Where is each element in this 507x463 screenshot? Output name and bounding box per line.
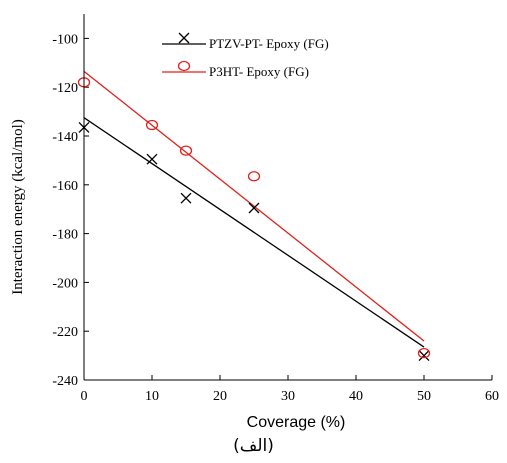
- marker-stroke: [178, 32, 190, 44]
- x-tick-label: 0: [81, 389, 88, 404]
- fit-line-p3ht: [83, 70, 425, 342]
- legend-label: PTZV-PT- Epoxy (FG): [209, 36, 329, 51]
- x-tick-label: 50: [417, 389, 431, 404]
- legend-item-p3ht: P3HT- Epoxy (FG): [162, 60, 309, 79]
- data-point-p3ht: [179, 145, 193, 156]
- legend-marker: [178, 32, 190, 44]
- data-point-p3ht: [247, 171, 261, 182]
- tick-labels: 0 10 20 30 40 50 60 -240 -220 -200 -180 -160 -140 -12…: [52, 32, 499, 404]
- data-point-p3ht: [417, 348, 431, 359]
- y-tick-label: -200: [52, 276, 78, 291]
- fit-line-ptzv: [83, 117, 425, 348]
- data-point-ptzv: [180, 192, 192, 204]
- y-axis-label: Interaction energy (kcal/mol): [10, 119, 26, 294]
- y-tick-label: -240: [52, 374, 78, 389]
- x-tick-label: 20: [213, 389, 227, 404]
- data-markers: [77, 77, 431, 362]
- x-tick-label: 40: [349, 389, 363, 404]
- legend-label: P3HT- Epoxy (FG): [209, 64, 309, 79]
- marker-stroke: [418, 350, 430, 362]
- data-point-p3ht: [145, 119, 159, 131]
- data-point-ptzv: [248, 202, 260, 214]
- y-tick-label: -100: [52, 32, 78, 47]
- y-tick-label: -220: [52, 325, 78, 340]
- fit-lines: [83, 70, 425, 348]
- panel-label: (الف): [233, 436, 274, 456]
- legend-item-ptzv: PTZV-PT- Epoxy (FG): [162, 32, 329, 51]
- legend: PTZV-PT- Epoxy (FG) P3HT- Epoxy (FG): [162, 32, 329, 79]
- y-tick-label: -160: [52, 179, 78, 194]
- axis-ticks: [83, 37, 493, 381]
- y-tick-label: -140: [52, 130, 78, 145]
- x-axis-label: Coverage (%): [247, 414, 346, 431]
- marker-stroke: [248, 202, 260, 214]
- y-tick-label: -120: [52, 81, 78, 96]
- data-point-ptzv: [146, 153, 158, 165]
- x-tick-label: 60: [485, 389, 499, 404]
- y-tick-label: -180: [52, 228, 78, 243]
- x-tick-label: 10: [145, 389, 159, 404]
- marker-stroke: [146, 153, 158, 165]
- x-tick-label: 30: [281, 389, 295, 404]
- data-point-ptzv: [418, 350, 430, 362]
- marker-stroke: [180, 192, 192, 204]
- legend-marker: [177, 60, 191, 72]
